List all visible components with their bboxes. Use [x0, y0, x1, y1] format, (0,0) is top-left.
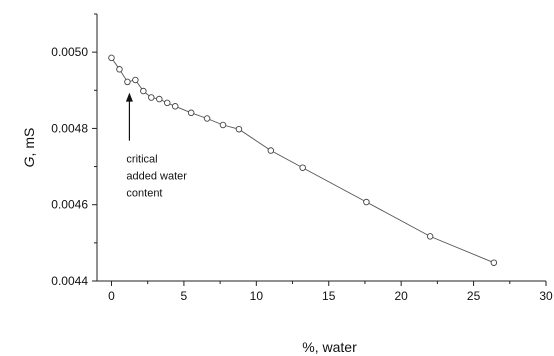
data-point	[124, 78, 131, 86]
y-axis-label-unit: , mS	[21, 128, 37, 157]
y-axis-label-symbol: G	[21, 156, 37, 167]
data-point	[187, 109, 195, 117]
annotation: critical added water content	[125, 92, 187, 200]
data-point	[235, 125, 243, 133]
x-tick-label: 30	[539, 289, 553, 303]
annotation-line: added water	[126, 171, 187, 183]
annotation-line: critical	[126, 154, 157, 166]
axes	[96, 14, 546, 282]
annotation-line: content	[126, 188, 162, 200]
y-tick-label: 0.0048	[51, 121, 88, 135]
data-point	[219, 121, 227, 129]
y-tick-label: 0.0050	[51, 45, 88, 59]
data-point	[140, 87, 147, 95]
x-tick-label: 0	[108, 289, 115, 303]
data-point	[108, 54, 115, 62]
data-point	[148, 94, 155, 101]
data-point	[299, 164, 306, 171]
y-tick-label: 0.0044	[51, 274, 88, 288]
data-point	[267, 147, 275, 154]
x-tick-label: 5	[181, 289, 188, 303]
data-point	[171, 103, 179, 110]
data-point	[426, 233, 434, 240]
data-point	[132, 76, 139, 84]
tick-marks	[92, 13, 547, 286]
x-tick-label: 25	[467, 289, 481, 303]
data-point	[203, 115, 211, 122]
x-tick-label: 20	[394, 289, 408, 303]
data-point	[116, 66, 123, 73]
x-tick-label: 10	[250, 289, 264, 303]
series-line	[111, 57, 495, 264]
data-point	[163, 99, 171, 107]
annotation-arrow-head	[125, 92, 133, 102]
data-point	[363, 198, 370, 206]
data-point	[490, 259, 498, 266]
data-points	[108, 54, 498, 266]
annotation-text: critical added water content	[126, 154, 187, 200]
data-point	[156, 95, 163, 103]
y-axis-label: G, mS	[21, 128, 37, 168]
x-axis-label: %, water	[302, 339, 357, 355]
tick-labels: 0 5 10 15 20 25 30 0.0044 0.0046 0.0048 0.0050	[51, 45, 553, 303]
x-tick-label: 15	[322, 289, 336, 303]
y-tick-label: 0.0046	[51, 198, 88, 212]
